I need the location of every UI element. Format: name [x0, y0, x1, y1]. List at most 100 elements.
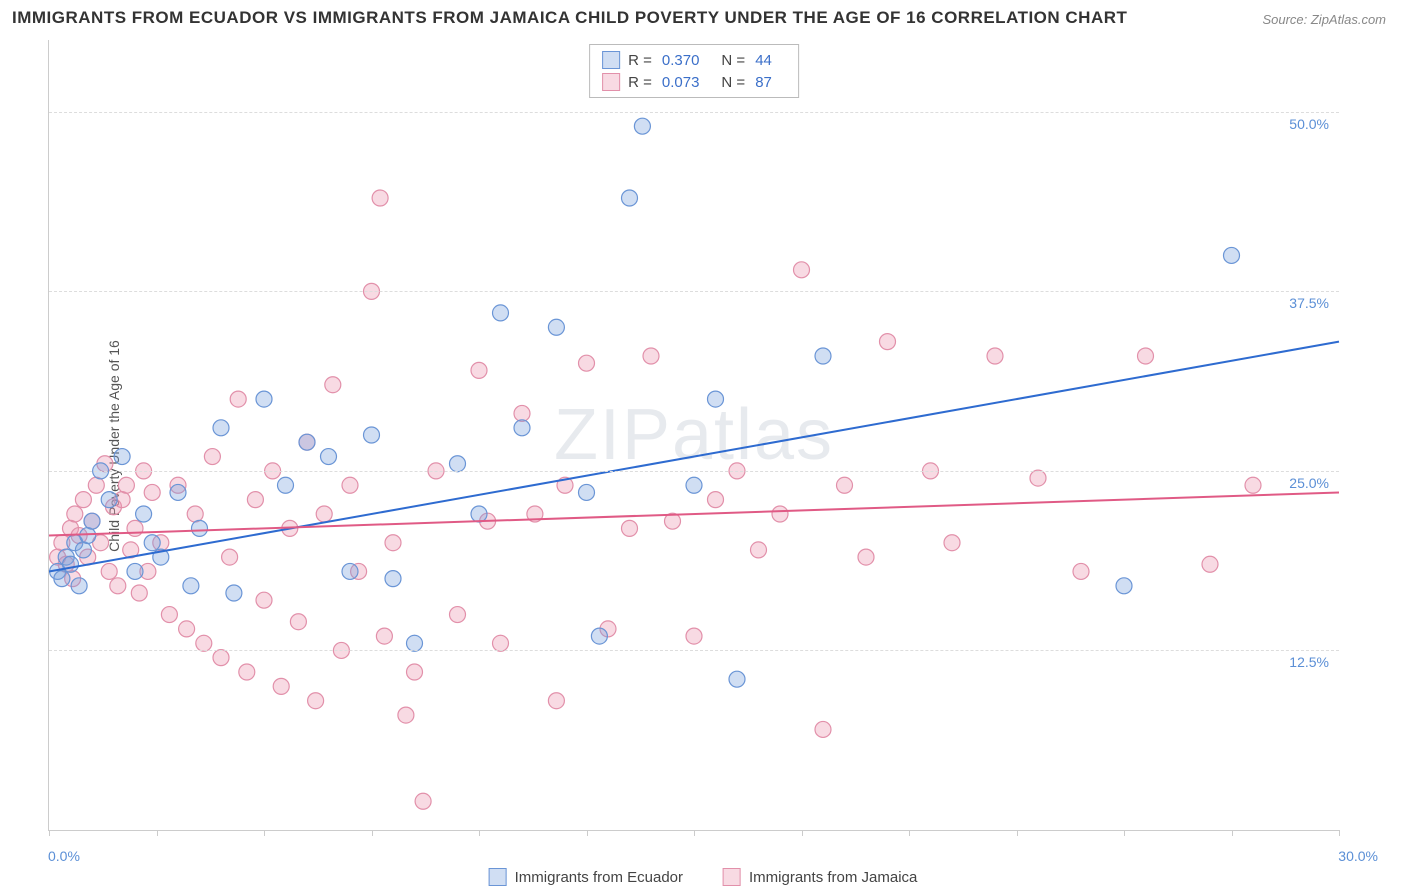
- swatch-jamaica: [723, 868, 741, 886]
- y-tick-label: 25.0%: [1289, 475, 1329, 491]
- y-tick-label: 50.0%: [1289, 116, 1329, 132]
- data-point-jamaica: [222, 549, 238, 565]
- data-point-ecuador: [278, 477, 294, 493]
- x-tick: [479, 830, 480, 836]
- legend-label-jamaica: Immigrants from Jamaica: [749, 869, 917, 886]
- swatch-ecuador: [489, 868, 507, 886]
- data-point-jamaica: [579, 355, 595, 371]
- data-point-jamaica: [118, 477, 134, 493]
- data-point-jamaica: [131, 585, 147, 601]
- data-point-jamaica: [88, 477, 104, 493]
- data-point-ecuador: [75, 542, 91, 558]
- data-point-ecuador: [80, 528, 96, 544]
- data-point-ecuador: [364, 427, 380, 443]
- x-tick-0: 0.0%: [48, 848, 80, 864]
- data-point-ecuador: [591, 628, 607, 644]
- n-label: N =: [721, 74, 745, 91]
- legend-item-jamaica: Immigrants from Jamaica: [723, 868, 917, 886]
- data-point-jamaica: [342, 477, 358, 493]
- data-point-jamaica: [686, 628, 702, 644]
- data-point-ecuador: [136, 506, 152, 522]
- data-point-jamaica: [1202, 556, 1218, 572]
- data-point-jamaica: [127, 520, 143, 536]
- correlation-legend: R = 0.370 N = 44 R = 0.073 N = 87: [589, 44, 799, 98]
- data-point-jamaica: [1245, 477, 1261, 493]
- data-point-jamaica: [204, 449, 220, 465]
- x-tick: [1124, 830, 1125, 836]
- legend-row-jamaica: R = 0.073 N = 87: [602, 71, 786, 93]
- regression-line-jamaica: [49, 492, 1339, 535]
- data-point-ecuador: [183, 578, 199, 594]
- gridline: [49, 471, 1339, 472]
- data-point-jamaica: [376, 628, 392, 644]
- swatch-ecuador: [602, 51, 620, 69]
- x-tick: [587, 830, 588, 836]
- data-point-ecuador: [579, 484, 595, 500]
- data-point-ecuador: [686, 477, 702, 493]
- data-point-jamaica: [493, 635, 509, 651]
- regression-line-ecuador: [49, 342, 1339, 572]
- data-point-ecuador: [213, 420, 229, 436]
- data-point-jamaica: [75, 492, 91, 508]
- data-point-jamaica: [415, 793, 431, 809]
- data-point-ecuador: [548, 319, 564, 335]
- r-label: R =: [628, 52, 652, 69]
- data-point-jamaica: [398, 707, 414, 723]
- r-label: R =: [628, 74, 652, 91]
- data-point-jamaica: [880, 334, 896, 350]
- gridline: [49, 650, 1339, 651]
- gridline: [49, 112, 1339, 113]
- data-point-ecuador: [342, 563, 358, 579]
- y-tick-label: 12.5%: [1289, 654, 1329, 670]
- data-point-ecuador: [514, 420, 530, 436]
- source-attribution: Source: ZipAtlas.com: [1262, 12, 1386, 27]
- x-tick: [157, 830, 158, 836]
- data-point-ecuador: [54, 571, 70, 587]
- data-point-ecuador: [634, 118, 650, 134]
- data-point-jamaica: [316, 506, 332, 522]
- series-legend: Immigrants from Ecuador Immigrants from …: [489, 868, 918, 886]
- data-point-jamaica: [772, 506, 788, 522]
- data-point-jamaica: [372, 190, 388, 206]
- data-point-jamaica: [794, 262, 810, 278]
- data-point-ecuador: [321, 449, 337, 465]
- data-point-ecuador: [101, 492, 117, 508]
- data-point-jamaica: [325, 377, 341, 393]
- data-point-jamaica: [751, 542, 767, 558]
- x-tick: [1232, 830, 1233, 836]
- data-point-jamaica: [239, 664, 255, 680]
- data-point-ecuador: [407, 635, 423, 651]
- data-point-ecuador: [84, 513, 100, 529]
- data-point-jamaica: [944, 535, 960, 551]
- data-point-ecuador: [708, 391, 724, 407]
- data-point-ecuador: [256, 391, 272, 407]
- data-point-ecuador: [170, 484, 186, 500]
- data-point-ecuador: [1116, 578, 1132, 594]
- data-point-jamaica: [548, 693, 564, 709]
- data-point-ecuador: [385, 571, 401, 587]
- data-point-jamaica: [407, 664, 423, 680]
- data-point-ecuador: [471, 506, 487, 522]
- x-tick: [1017, 830, 1018, 836]
- n-label: N =: [721, 52, 745, 69]
- data-point-jamaica: [179, 621, 195, 637]
- data-point-jamaica: [161, 607, 177, 623]
- data-point-jamaica: [450, 607, 466, 623]
- r-value-ecuador: 0.370: [662, 52, 700, 69]
- plot-area: ZIPatlas R = 0.370 N = 44 R = 0.073 N = …: [48, 40, 1339, 831]
- data-point-ecuador: [114, 449, 130, 465]
- x-tick: [372, 830, 373, 836]
- data-point-ecuador: [450, 456, 466, 472]
- data-point-jamaica: [144, 484, 160, 500]
- gridline: [49, 291, 1339, 292]
- data-point-jamaica: [187, 506, 203, 522]
- data-point-jamaica: [196, 635, 212, 651]
- chart-title: IMMIGRANTS FROM ECUADOR VS IMMIGRANTS FR…: [12, 8, 1127, 28]
- data-point-jamaica: [643, 348, 659, 364]
- data-point-ecuador: [226, 585, 242, 601]
- data-point-jamaica: [67, 506, 83, 522]
- data-point-jamaica: [290, 614, 306, 630]
- data-point-jamaica: [514, 405, 530, 421]
- data-point-ecuador: [299, 434, 315, 450]
- data-point-jamaica: [815, 721, 831, 737]
